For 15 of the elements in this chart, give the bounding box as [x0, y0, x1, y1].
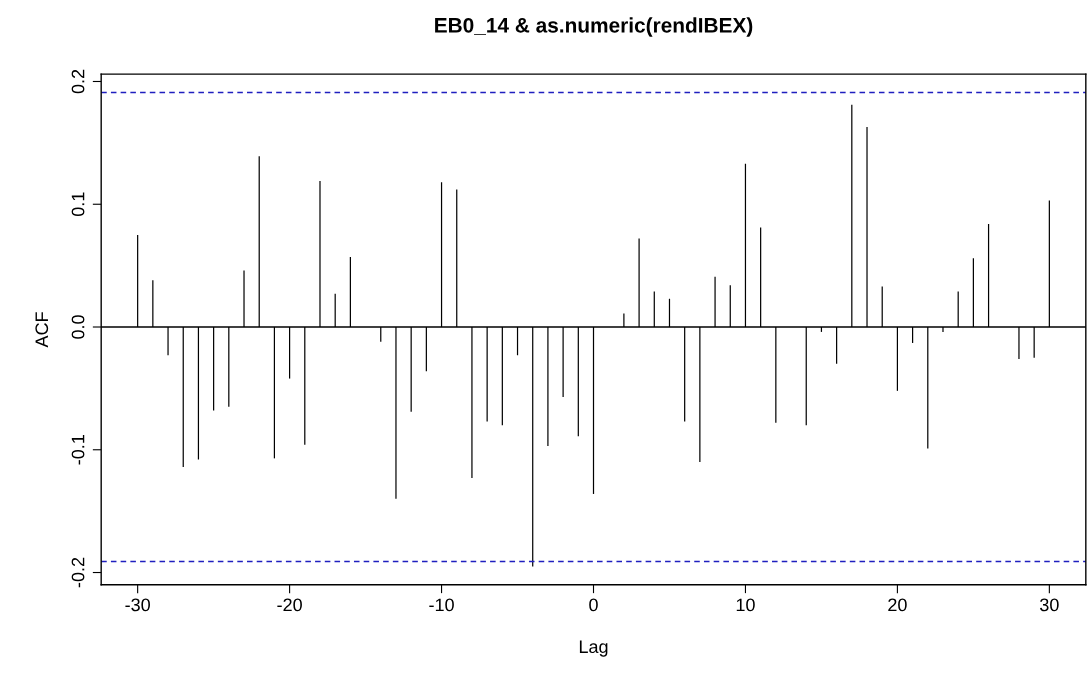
chart-title: EB0_14 & as.numeric(rendIBEX): [435, 17, 753, 37]
y-tick-label: 0.1: [71, 192, 85, 217]
x-tick-label: 10: [736, 598, 755, 612]
x-tick-label: 0: [589, 598, 598, 612]
x-tick-label: 30: [1040, 598, 1059, 612]
x-axis-title: Lag: [579, 640, 608, 657]
y-axis-title: ACF: [35, 312, 49, 348]
x-tick-label: -10: [429, 598, 454, 612]
y-tick-label: 0.0: [71, 315, 85, 339]
y-tick-label: 0.2: [71, 69, 85, 94]
y-tick-label: -0.2: [71, 557, 85, 588]
x-tick-label: 20: [888, 598, 907, 612]
y-tick-label: -0.1: [71, 435, 85, 465]
x-tick-label: -20: [277, 598, 302, 612]
x-tick-label: -30: [125, 598, 150, 612]
